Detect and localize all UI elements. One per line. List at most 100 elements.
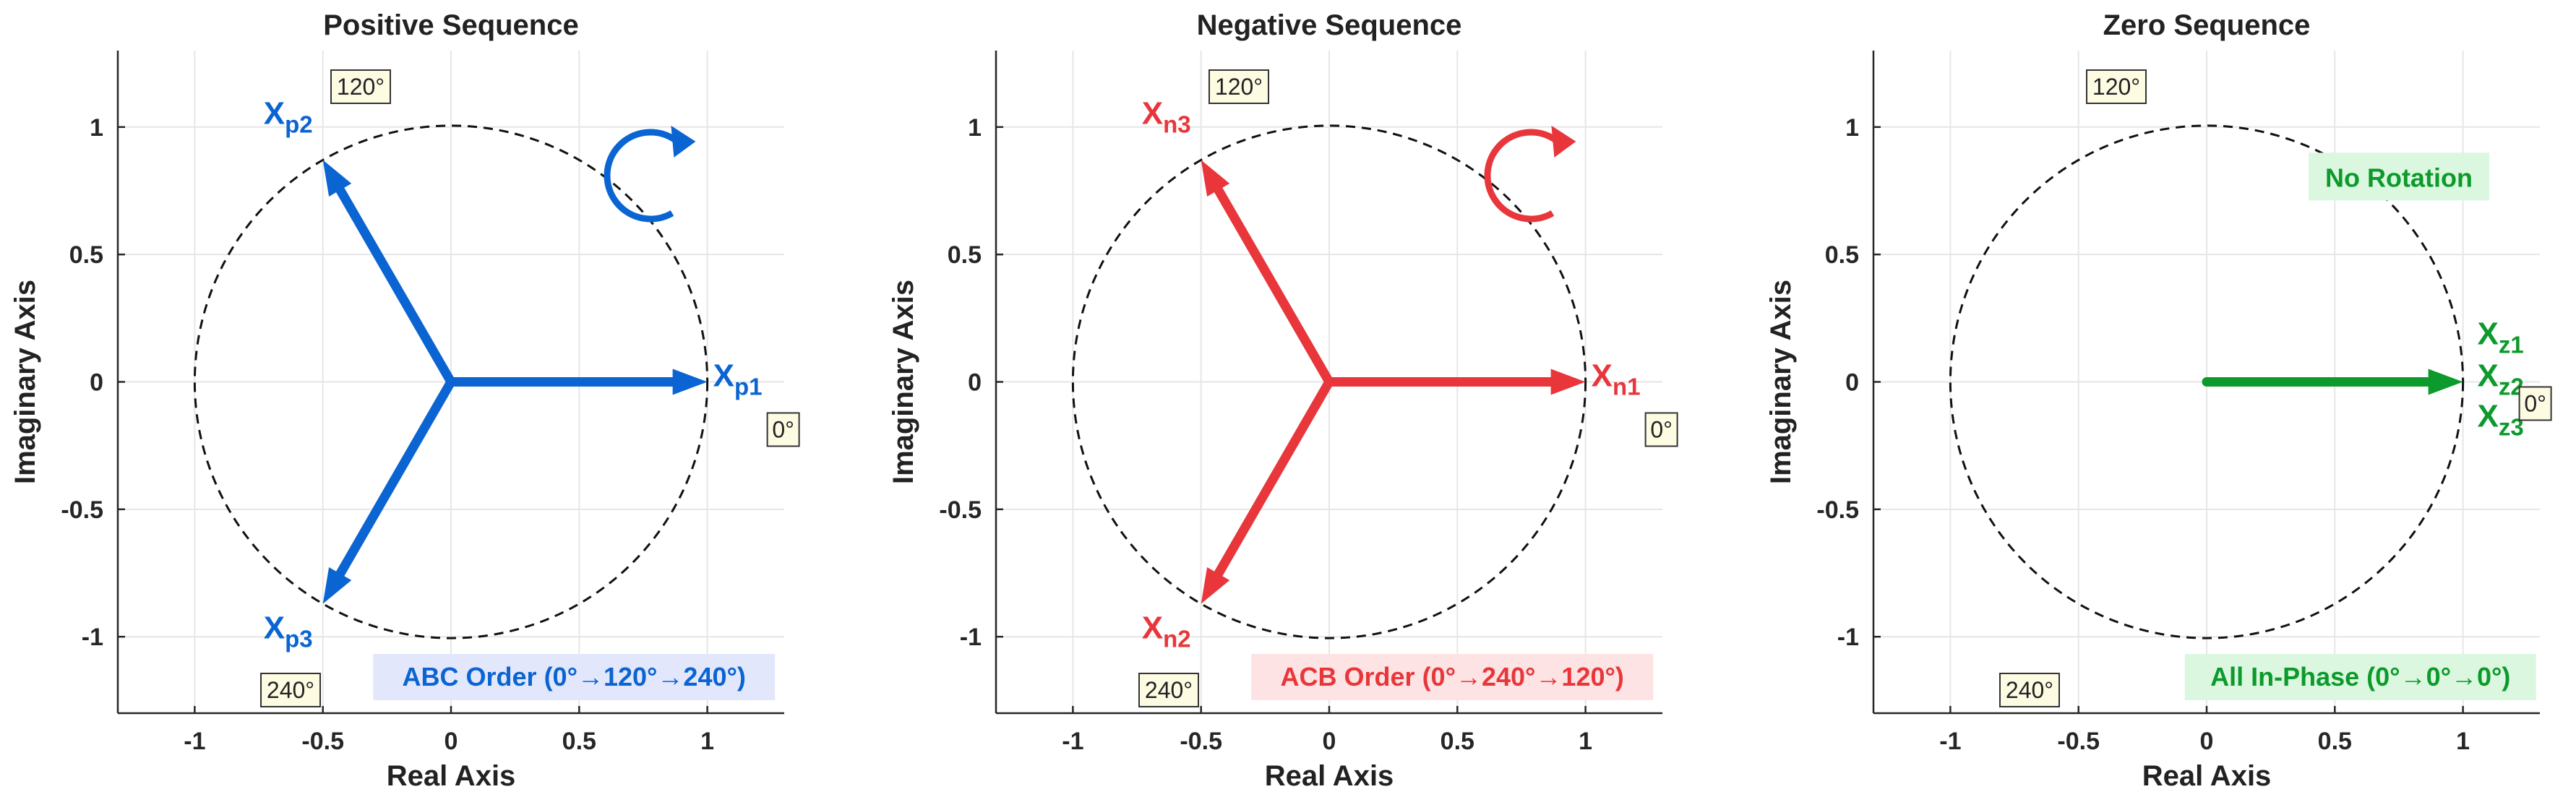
angle-label-120deg: 120° [1208, 69, 1269, 104]
angle-label-0deg: 0° [2518, 386, 2552, 421]
x-tick-label: 1 [2456, 728, 2470, 755]
rotation-arc [604, 129, 677, 223]
phasor-shaft [335, 377, 456, 579]
y-tick-label: 1 [1845, 114, 1859, 142]
note-text: No Rotation [2325, 163, 2473, 192]
phasor-label-subscript: p2 [285, 111, 313, 137]
phasor-label-subscript: z1 [2499, 332, 2524, 358]
x-tick-label: -1 [1939, 728, 1961, 755]
phasor-arrowhead [322, 160, 352, 197]
y-tick-label: -1 [960, 624, 982, 651]
x-tick-label: 0 [445, 728, 458, 755]
y-tick-label: 0.5 [69, 241, 103, 269]
subplot-zero-sequence: -1 -0.5 0 0.5 1 1 0.5 0 -0.5 -1 Zero Sequence Real … [1765, 9, 2552, 792]
phasor-label-subscript: p3 [285, 626, 313, 652]
angle-label-120deg: 120° [2086, 69, 2147, 104]
y-tick-label: -0.5 [939, 496, 982, 524]
x-tick-label: 1 [700, 728, 714, 755]
x-tick-label: 0.5 [1441, 728, 1474, 755]
phasor-shaft [335, 185, 456, 387]
phasor-label-subscript: n1 [1613, 374, 1641, 400]
x-tick-label: 0.5 [562, 728, 596, 755]
x-tick-label: 0 [1323, 728, 1336, 755]
phasor-shaft [1214, 185, 1334, 387]
phasor-label: Xz3 [2478, 399, 2524, 441]
angle-label-box [766, 412, 800, 447]
angle-label-box [1999, 673, 2060, 707]
phasor-shaft [1214, 377, 1334, 579]
angle-label-text: 120° [2092, 74, 2140, 100]
phasor-label: Xz1 [2478, 316, 2524, 358]
rotation-arc [1484, 129, 1558, 223]
note-box [2308, 152, 2489, 201]
phasor-label: Xn2 [1142, 611, 1191, 652]
angle-label-box [2518, 386, 2552, 421]
y-axis-label: Imaginary Axis [888, 280, 919, 484]
phasor-arrowhead [672, 369, 708, 395]
order-label: All In-Phase (0°→0°→0°) [2184, 654, 2536, 700]
angle-label-text: 0° [772, 417, 794, 443]
angle-label-240deg: 240° [260, 673, 321, 707]
phasor-label: Xp3 [264, 611, 313, 652]
order-label-box [1251, 654, 1654, 700]
phasor-label-subscript: n3 [1163, 111, 1191, 137]
angle-label-text: 0° [2524, 391, 2546, 417]
angle-label-box [2086, 69, 2147, 104]
angle-label-text: 120° [337, 74, 385, 100]
phasor-label: Xz2 [2478, 358, 2524, 400]
order-label-box [2184, 654, 2536, 700]
y-tick-label: -0.5 [61, 496, 103, 524]
phasor-label: Xp1 [713, 358, 763, 400]
x-tick-label: -0.5 [1180, 728, 1222, 755]
y-tick-label: 0 [90, 369, 103, 397]
phasor-label: Xn1 [1592, 358, 1641, 400]
phasor-arrowhead [1201, 160, 1230, 197]
angle-label-120deg: 120° [330, 69, 391, 104]
order-label: ABC Order (0°→120°→240°) [373, 654, 776, 700]
y-tick-label: -1 [1837, 624, 1859, 651]
rotation-arrowhead [1551, 125, 1576, 158]
x-tick-label: -0.5 [301, 728, 344, 755]
chart-title: Zero Sequence [2103, 9, 2311, 41]
angle-label-text: 240° [1145, 677, 1193, 703]
angle-label-240deg: 240° [1999, 673, 2060, 707]
x-axis-label: Real Axis [1265, 760, 1394, 792]
phasor-label-subscript: p1 [734, 374, 763, 400]
angle-label-box [1208, 69, 1269, 104]
x-tick-label: -1 [1062, 728, 1083, 755]
y-tick-label: 0 [968, 369, 982, 397]
x-tick-label: 0.5 [2318, 728, 2352, 755]
angle-label-240deg: 240° [1138, 673, 1199, 707]
angle-label-text: 240° [267, 677, 314, 703]
order-label-text: ABC Order (0°→120°→240°) [403, 662, 746, 691]
order-label-box [373, 654, 776, 700]
y-tick-label: -0.5 [1816, 496, 1859, 524]
x-tick-label: -1 [184, 728, 205, 755]
phasor-label: Xn3 [1142, 95, 1191, 137]
order-label-text: ACB Order (0°→240°→120°) [1281, 662, 1624, 691]
subplot-positive-sequence: -1 -0.5 0 0.5 1 1 0.5 0 -0.5 -1 Positive Sequence R… [9, 9, 800, 792]
angle-label-box [260, 673, 321, 707]
order-label-text: All In-Phase (0°→0°→0°) [2210, 662, 2510, 691]
phasor-arrowhead [1550, 369, 1586, 395]
y-tick-label: 1 [90, 114, 103, 142]
x-axis-label: Real Axis [387, 760, 516, 792]
y-axis-label: Imaginary Axis [9, 280, 41, 484]
phasor-arrowhead [2428, 369, 2463, 395]
phasor-arrowhead [322, 567, 352, 604]
y-axis-label: Imaginary Axis [1765, 280, 1797, 484]
no-rotation-note: No Rotation [2308, 152, 2489, 201]
y-tick-label: 0 [1845, 369, 1859, 397]
x-tick-label: 0 [2200, 728, 2214, 755]
rotation-arrow-icon [1484, 125, 1576, 223]
angle-label-box [1138, 673, 1199, 707]
y-tick-label: 0.5 [1825, 241, 1859, 269]
y-tick-label: -1 [82, 624, 103, 651]
phasor-label: Xp2 [264, 95, 313, 137]
angle-label-box [330, 69, 391, 104]
angle-label-box [1644, 412, 1678, 447]
chart-title: Negative Sequence [1197, 9, 1462, 41]
angle-label-text: 240° [2006, 677, 2053, 703]
rotation-arrow-icon [604, 125, 696, 223]
